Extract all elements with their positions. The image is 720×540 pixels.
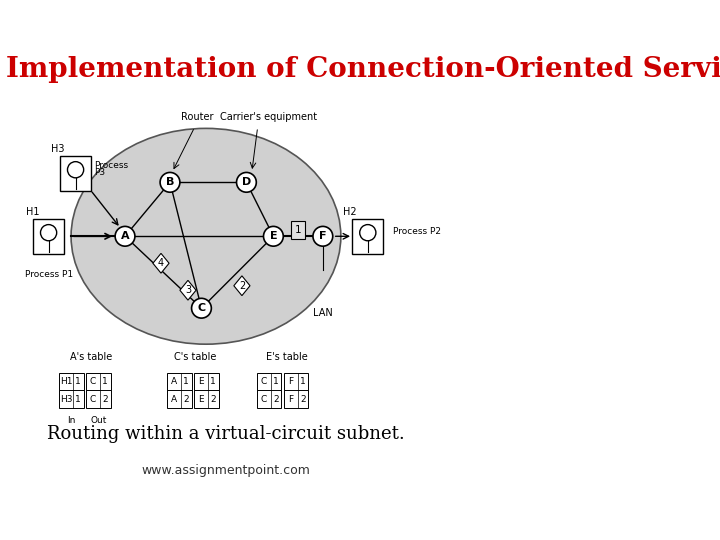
Text: 2: 2 — [273, 395, 279, 403]
Text: A: A — [171, 395, 177, 403]
FancyBboxPatch shape — [167, 373, 192, 391]
Text: A: A — [171, 377, 177, 387]
Circle shape — [237, 172, 256, 192]
FancyBboxPatch shape — [352, 219, 383, 254]
Circle shape — [68, 161, 84, 178]
FancyBboxPatch shape — [86, 373, 111, 391]
Circle shape — [313, 226, 333, 246]
Circle shape — [40, 225, 57, 241]
FancyBboxPatch shape — [194, 390, 219, 408]
Ellipse shape — [71, 129, 341, 344]
Text: LAN: LAN — [313, 308, 333, 318]
Text: C's table: C's table — [174, 352, 216, 362]
FancyBboxPatch shape — [167, 390, 192, 408]
FancyBboxPatch shape — [86, 390, 111, 408]
Text: H1: H1 — [26, 207, 40, 218]
Text: Routing within a virtual-circuit subnet.: Routing within a virtual-circuit subnet. — [48, 425, 405, 443]
Text: www.assignmentpoint.com: www.assignmentpoint.com — [142, 463, 310, 477]
Text: 2: 2 — [210, 395, 216, 403]
Text: C: C — [261, 377, 267, 387]
Text: C: C — [197, 303, 205, 313]
Text: E: E — [269, 231, 277, 241]
Text: H3: H3 — [60, 395, 72, 403]
Circle shape — [264, 226, 283, 246]
Text: Process: Process — [94, 161, 129, 170]
FancyBboxPatch shape — [291, 220, 305, 239]
Text: Out: Out — [90, 416, 107, 424]
FancyBboxPatch shape — [33, 219, 64, 254]
Text: C: C — [90, 395, 96, 403]
FancyBboxPatch shape — [59, 373, 84, 391]
Circle shape — [115, 226, 135, 246]
Circle shape — [160, 172, 180, 192]
Text: P3: P3 — [94, 168, 106, 177]
Text: 1: 1 — [75, 395, 81, 403]
Circle shape — [192, 298, 212, 318]
Text: E: E — [198, 395, 204, 403]
Text: Carrier's equipment: Carrier's equipment — [220, 112, 318, 122]
Text: 1: 1 — [102, 377, 108, 387]
Text: 1: 1 — [273, 377, 279, 387]
FancyBboxPatch shape — [284, 390, 308, 408]
Text: H2: H2 — [343, 207, 356, 218]
Text: 1: 1 — [183, 377, 189, 387]
Text: E: E — [198, 377, 204, 387]
Text: Router: Router — [181, 112, 213, 122]
Polygon shape — [153, 253, 169, 273]
Text: Process P2: Process P2 — [392, 227, 441, 237]
Text: 1: 1 — [75, 377, 81, 387]
Text: 2: 2 — [183, 395, 189, 403]
Text: F: F — [288, 395, 293, 403]
FancyBboxPatch shape — [257, 373, 282, 391]
Text: A: A — [121, 231, 130, 241]
Polygon shape — [234, 276, 250, 295]
Circle shape — [360, 225, 376, 241]
Text: 1: 1 — [294, 225, 302, 234]
Text: 4: 4 — [158, 258, 164, 268]
Text: 2: 2 — [102, 395, 108, 403]
Text: F: F — [288, 377, 293, 387]
Text: Process P1: Process P1 — [24, 270, 73, 279]
Text: 2: 2 — [239, 281, 245, 291]
Text: F: F — [319, 231, 327, 241]
Text: 2: 2 — [300, 395, 306, 403]
Text: In: In — [68, 416, 76, 424]
Text: 1: 1 — [300, 377, 306, 387]
Text: 3: 3 — [185, 285, 191, 295]
Text: C: C — [261, 395, 267, 403]
Text: D: D — [242, 177, 251, 187]
FancyBboxPatch shape — [257, 390, 282, 408]
FancyBboxPatch shape — [194, 373, 219, 391]
FancyBboxPatch shape — [59, 390, 84, 408]
Text: 1: 1 — [210, 377, 216, 387]
FancyBboxPatch shape — [284, 373, 308, 391]
Text: C: C — [90, 377, 96, 387]
Text: E's table: E's table — [266, 352, 307, 362]
Text: Implementation of Connection-Oriented Service: Implementation of Connection-Oriented Se… — [6, 57, 720, 84]
Polygon shape — [180, 280, 196, 300]
FancyBboxPatch shape — [60, 156, 91, 191]
Text: H3: H3 — [51, 145, 64, 154]
Text: B: B — [166, 177, 174, 187]
Text: H1: H1 — [60, 377, 72, 387]
Text: A's table: A's table — [70, 352, 112, 362]
